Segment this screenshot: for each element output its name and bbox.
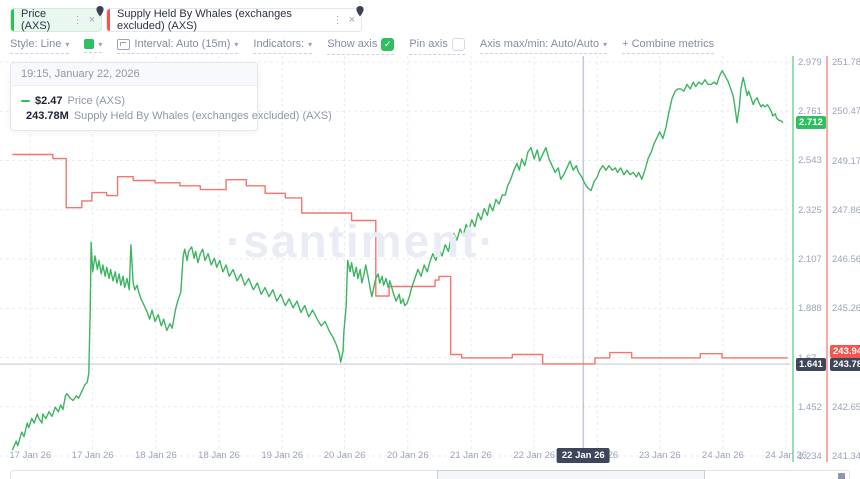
style-dropdown[interactable]: Style: Line ▾	[10, 38, 70, 54]
minimap-strip[interactable]	[10, 470, 850, 479]
tab-accent-green	[11, 9, 14, 31]
price-tick-label: 2.979	[798, 57, 822, 68]
x-tick-label: 24 Jan 26	[765, 450, 807, 461]
pin-icon	[96, 6, 104, 17]
minimap-handle[interactable]	[838, 473, 845, 479]
pin-axis-checkbox[interactable]	[451, 37, 465, 51]
x-tick-label: 22 Jan 26	[513, 450, 556, 461]
axis-maxmin-dropdown[interactable]: Axis max/min: Auto/Auto ▾	[479, 38, 608, 54]
supply-tick-label: 246.56M	[832, 254, 860, 265]
tab-label: Price (AXS)	[21, 8, 51, 32]
x-tick-label: 17 Jan 26	[9, 450, 52, 461]
price-tick-label: 2.761	[798, 106, 822, 118]
green-color-swatch	[84, 39, 95, 49]
supply-tick-label: 242.65M	[832, 401, 860, 413]
tab-price-axs[interactable]: Price (AXS) ⋮ ×	[10, 8, 102, 32]
show-axis-toggle[interactable]: Show axis ✓	[327, 37, 395, 55]
supply-tick-label: 245.26M	[832, 303, 860, 315]
supply-tick-label: 241.34M	[832, 451, 860, 462]
close-icon[interactable]: ×	[88, 14, 95, 26]
supply-tick-label: 250.47M	[832, 106, 860, 118]
combine-metrics-button[interactable]: + Combine metrics	[622, 38, 715, 54]
close-icon[interactable]: ×	[348, 14, 355, 26]
tab-supply-held-by-whales[interactable]: Supply Held By Whales (exchanges exclude…	[106, 8, 362, 32]
tooltip-datetime: 19:15, January 22, 2026	[11, 63, 257, 86]
santiment-watermark: ·santiment·	[226, 215, 496, 267]
kebab-menu-icon[interactable]: ⋮	[72, 14, 83, 26]
price-tick-label: 2.325	[798, 204, 822, 216]
chevron-down-icon: ▾	[308, 39, 313, 49]
price-tick-label: 2.107	[798, 253, 822, 265]
chevron-down-icon: ▾	[98, 39, 103, 49]
x-tick-label: 19 Jan 26	[261, 450, 304, 461]
price-last-value-badge: 2.712	[796, 116, 826, 130]
indicators-dropdown[interactable]: Indicators: ▾	[253, 38, 313, 54]
price-tick-label: 1.452	[798, 401, 822, 413]
price-tick-label: 1.67	[798, 353, 817, 364]
x-tick-label: 24 Jan 26	[702, 450, 744, 461]
chevron-down-icon: ▾	[603, 39, 608, 49]
interval-dropdown[interactable]: Interval: Auto (15m) ▾	[117, 38, 239, 54]
supply-tick-label: 249.17M	[832, 155, 860, 167]
tooltip-panel: 19:15, January 22, 2026 $2.47 Price (AXS)…	[10, 62, 332, 131]
price-tick-label: 1.888	[798, 303, 822, 315]
color-swatch-dropdown[interactable]: ▾	[84, 39, 103, 53]
x-tick-label: 18 Jan 26	[134, 450, 177, 461]
x-tick-label: 20 Jan 26	[386, 450, 429, 461]
metric-tabs-bar: Price (AXS) ⋮ × Supply Held By Whales (e…	[0, 0, 860, 34]
chevron-down-icon: ▾	[234, 39, 239, 49]
chevron-down-icon: ▾	[65, 39, 70, 49]
tab-accent-red	[107, 9, 110, 31]
x-tick-label: 18 Jan 26	[198, 450, 240, 461]
crosshair-price-badge: 1.641	[796, 358, 826, 372]
crosshair-supply-badge: 243.78M	[830, 357, 860, 371]
legend-dash-icon	[21, 100, 30, 102]
supply-tick-label: 251.78M	[832, 57, 860, 68]
supply-tick-label: 247.86M	[832, 204, 860, 216]
price-line-series	[11, 70, 784, 451]
tooltip-metric-row: $2.47 Price (AXS)	[21, 95, 247, 107]
price-tick-label: 2.543	[798, 155, 822, 167]
kebab-menu-icon[interactable]: ⋮	[332, 14, 343, 26]
x-tick-label: 23 Jan 26	[638, 450, 681, 461]
crosshair-date-badge: 22 Jan 26	[556, 448, 610, 463]
pin-icon	[356, 6, 364, 17]
tab-label: Supply Held By Whales (exchanges exclude…	[117, 8, 292, 32]
x-tick-label: 20 Jan 26	[323, 450, 366, 461]
pin-axis-toggle[interactable]: Pin axis	[409, 37, 465, 55]
price-tick-label: 1.234	[798, 451, 822, 462]
tooltip-metric-row: 243.78M Supply Held By Whales (exchanges …	[26, 110, 332, 122]
supply-line-series	[12, 153, 788, 365]
interval-grid-icon	[117, 38, 131, 50]
minimap-selection[interactable]	[436, 470, 705, 479]
x-tick-label: 17 Jan 26	[71, 450, 114, 461]
show-axis-checkbox[interactable]: ✓	[381, 37, 395, 51]
supply-last-value-badge: 243.94M	[830, 344, 860, 358]
chart-toolbar: Style: Line ▾ ▾ Interval: Auto (15m) ▾ I…	[10, 36, 715, 56]
x-tick-label: 21 Jan 26	[450, 450, 492, 461]
